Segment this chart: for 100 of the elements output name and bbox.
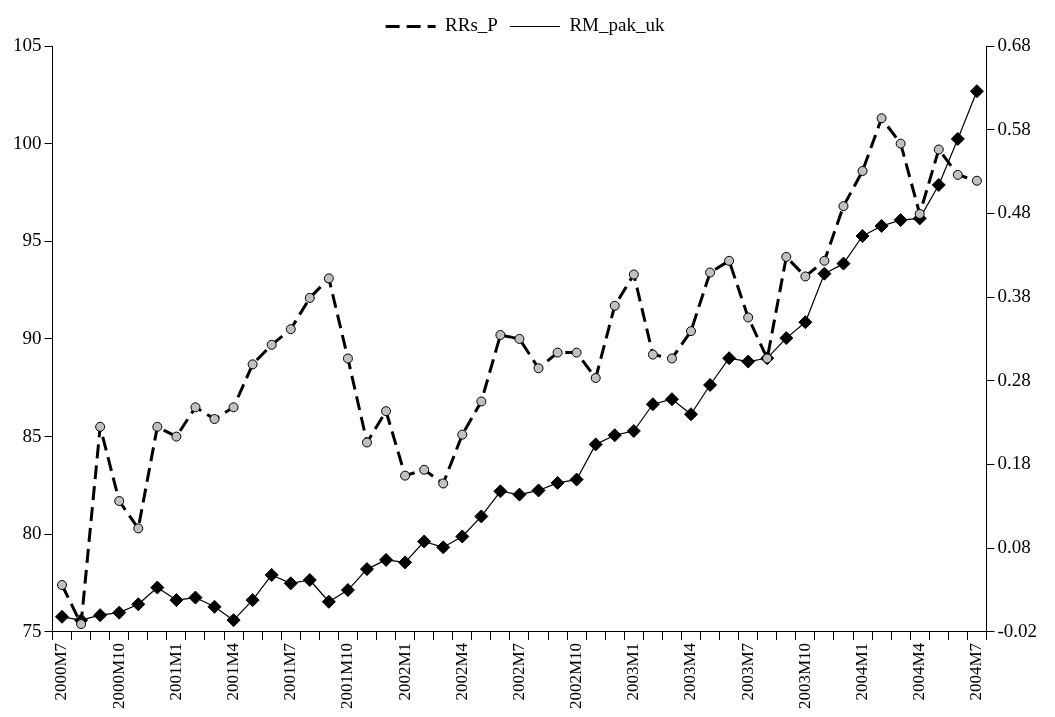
point xyxy=(285,324,296,335)
x-tick-label: 2002M10 xyxy=(566,642,586,710)
legend-label: RM_pak_uk xyxy=(569,14,665,36)
y-tick-label: 80 xyxy=(22,522,42,544)
point xyxy=(817,266,832,281)
point xyxy=(607,428,622,443)
x-tick-label: 2001M4 xyxy=(223,642,243,701)
point xyxy=(512,487,527,502)
point xyxy=(743,312,754,323)
point xyxy=(114,496,125,507)
point xyxy=(438,478,449,489)
y-tick-label: 105 xyxy=(13,33,42,55)
y2-tick-label: 0.48 xyxy=(997,201,1031,223)
point xyxy=(226,613,241,628)
x-tick-label: 2002M7 xyxy=(508,642,528,701)
point xyxy=(228,402,239,413)
point xyxy=(266,339,277,350)
point xyxy=(417,534,432,549)
x-tick-label: 2000M10 xyxy=(108,642,128,710)
point xyxy=(893,213,908,228)
point xyxy=(342,353,353,364)
point xyxy=(419,464,430,475)
point xyxy=(304,292,315,303)
point xyxy=(741,354,756,369)
point xyxy=(931,177,946,192)
x-tick-label: 2002M4 xyxy=(451,642,471,701)
point xyxy=(131,597,146,612)
point xyxy=(247,359,258,370)
point xyxy=(838,201,849,212)
point xyxy=(57,580,68,591)
point xyxy=(552,347,563,358)
point xyxy=(855,228,870,243)
point xyxy=(302,572,317,587)
x-tick-label: 2003M1 xyxy=(623,642,643,701)
point xyxy=(569,472,584,487)
point xyxy=(457,429,468,440)
point xyxy=(703,377,718,392)
x-tick-label: 2001M7 xyxy=(280,642,300,701)
y-tick-label: 100 xyxy=(13,131,42,153)
point xyxy=(933,144,944,155)
y-tick-label: 90 xyxy=(22,326,42,348)
point xyxy=(379,552,394,567)
x-tick-label: 2002M1 xyxy=(394,642,414,701)
y2-tick-label: 0.08 xyxy=(997,536,1031,558)
point xyxy=(779,331,794,346)
point xyxy=(361,437,372,448)
x-tick-label: 2004M4 xyxy=(909,642,929,701)
point xyxy=(283,576,298,591)
point xyxy=(321,594,336,609)
point xyxy=(133,523,144,534)
point xyxy=(857,165,868,176)
legend-label: RRs_P xyxy=(445,14,498,36)
point xyxy=(571,347,582,358)
y-tick-label: 95 xyxy=(22,229,42,251)
point xyxy=(400,470,411,481)
point xyxy=(245,593,260,608)
point xyxy=(914,208,925,219)
point xyxy=(476,396,487,407)
y2-tick-label: 0.18 xyxy=(997,452,1031,474)
x-tick-label: 2003M10 xyxy=(794,642,814,710)
y-tick-label: 75 xyxy=(22,619,42,641)
point xyxy=(359,562,374,577)
point xyxy=(171,431,182,442)
point xyxy=(952,169,963,180)
point xyxy=(798,315,813,330)
point xyxy=(819,255,830,266)
point xyxy=(895,138,906,149)
point xyxy=(628,269,639,280)
point xyxy=(495,330,506,341)
point xyxy=(647,349,658,360)
point xyxy=(626,424,641,439)
point xyxy=(340,583,355,598)
y2-tick-label: 0.28 xyxy=(997,368,1031,390)
point xyxy=(514,333,525,344)
point xyxy=(150,580,165,595)
point xyxy=(876,113,887,124)
point xyxy=(874,218,889,233)
x-tick-label: 2003M7 xyxy=(737,642,757,701)
point xyxy=(190,402,201,413)
point xyxy=(474,509,489,524)
point xyxy=(455,529,470,544)
point xyxy=(590,373,601,383)
y2-tick-label: -0.02 xyxy=(997,619,1037,641)
point xyxy=(781,251,792,262)
y2-tick-label: 0.38 xyxy=(997,285,1031,307)
point xyxy=(836,256,851,271)
point xyxy=(664,392,679,407)
point xyxy=(645,397,660,412)
y2-tick-label: 0.68 xyxy=(997,33,1031,55)
x-tick-label: 2001M1 xyxy=(165,642,185,701)
point xyxy=(207,599,222,614)
point xyxy=(112,605,127,620)
point xyxy=(152,421,163,432)
point xyxy=(436,540,451,555)
point xyxy=(969,84,984,99)
point xyxy=(323,273,334,284)
point xyxy=(381,406,392,417)
x-tick-label: 2003M4 xyxy=(680,642,700,701)
x-tick-label: 2004M1 xyxy=(852,642,871,701)
point xyxy=(398,555,413,570)
